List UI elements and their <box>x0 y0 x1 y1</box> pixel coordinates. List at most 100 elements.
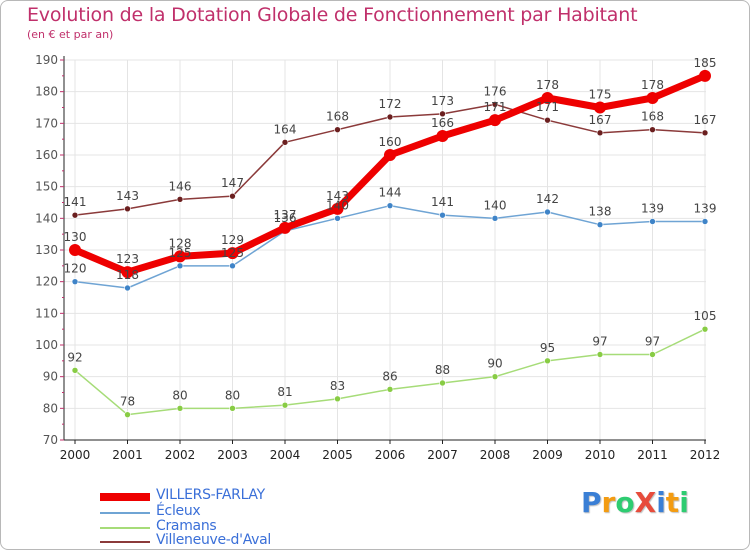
data-label-cramans-2010: 97 <box>592 335 607 349</box>
point--cleux-2012 <box>701 218 709 225</box>
data-label-villeneuve-d-aval-2000: 141 <box>64 195 87 209</box>
point-villeneuve-d-aval-2006 <box>386 113 394 121</box>
proxiti-logo: ProXiti <box>581 486 689 519</box>
point--cleux-2008 <box>491 215 499 222</box>
data-label--cleux-2011: 139 <box>641 202 664 216</box>
point-cramans-2009 <box>544 357 551 365</box>
point-cramans-2007 <box>439 379 446 387</box>
point-villeneuve-d-aval-2005 <box>334 126 341 133</box>
x-tick-label-2004: 2004 <box>270 448 301 462</box>
data-label--cleux-2002: 125 <box>169 246 192 260</box>
point-cramans-2012 <box>701 325 709 333</box>
point-cramans-2006 <box>386 386 394 393</box>
data-label--cleux-2001: 118 <box>116 268 139 282</box>
point-villeneuve-d-aval-2001 <box>124 205 131 213</box>
point-villers-farlay-2008 <box>489 114 501 127</box>
data-label-cramans-2009: 95 <box>540 341 555 355</box>
data-label-villeneuve-d-aval-2001: 143 <box>116 189 139 203</box>
data-label-villers-farlay-2000: 130 <box>64 230 87 244</box>
legend-label-villers-farlay: VILLERS-FARLAY <box>156 487 265 503</box>
point--cleux-2002 <box>176 262 184 270</box>
data-label-villers-farlay-2003: 129 <box>221 233 244 247</box>
point-villers-farlay-2003 <box>226 247 239 260</box>
point--cleux-2006 <box>386 202 394 209</box>
point-villeneuve-d-aval-2007 <box>439 110 446 118</box>
data-label-cramans-2006: 86 <box>382 369 397 383</box>
point-villers-farlay-2007 <box>436 130 449 142</box>
y-tick-label-170: 170 <box>35 116 58 130</box>
data-label--cleux-2007: 141 <box>431 195 454 209</box>
data-label-villeneuve-d-aval-2007: 173 <box>431 94 454 108</box>
point-villeneuve-d-aval-2000 <box>71 211 79 219</box>
point-cramans-2004 <box>281 401 289 409</box>
x-tick-label-2001: 2001 <box>112 448 143 462</box>
logo-letter: i <box>679 486 689 519</box>
point-villers-farlay-2000 <box>69 244 81 256</box>
point-villeneuve-d-aval-2009 <box>544 116 551 124</box>
legend-label-cramans: Cramans <box>156 518 217 534</box>
point--cleux-2000 <box>71 278 79 285</box>
point-cramans-2005 <box>334 395 341 403</box>
point-villeneuve-d-aval-2010 <box>596 129 604 137</box>
legend-swatch-villers-farlay <box>100 493 150 501</box>
data-label--cleux-2009: 142 <box>536 192 559 206</box>
data-label-villeneuve-d-aval-2010: 167 <box>589 113 612 127</box>
point-cramans-2003 <box>229 405 236 412</box>
data-label-villeneuve-d-aval-2005: 168 <box>326 110 349 124</box>
data-label--cleux-2006: 144 <box>379 186 402 200</box>
data-label-cramans-2003: 80 <box>225 388 240 402</box>
y-tick-label-110: 110 <box>35 306 58 320</box>
legend-swatch-villeneuve-d-aval <box>100 541 150 543</box>
logo-letter: r <box>601 486 616 519</box>
point-villeneuve-d-aval-2012 <box>701 129 709 137</box>
data-label-villers-farlay-2008: 171 <box>484 100 507 114</box>
y-tick-label-140: 140 <box>35 211 58 225</box>
data-label-villers-farlay-2002: 128 <box>169 236 192 250</box>
x-tick-label-2000: 2000 <box>60 448 91 462</box>
y-tick-label-150: 150 <box>35 180 58 194</box>
point--cleux-2005 <box>334 215 341 222</box>
point-villers-farlay-2004 <box>279 221 291 234</box>
data-label-villers-farlay-2012: 185 <box>694 56 717 70</box>
y-tick-label-80: 80 <box>43 401 58 415</box>
data-label-villeneuve-d-aval-2011: 168 <box>641 110 664 124</box>
data-label-cramans-2000: 92 <box>67 350 82 364</box>
x-tick-label-2005: 2005 <box>322 448 353 462</box>
y-tick-label-70: 70 <box>43 433 58 447</box>
point--cleux-2003 <box>229 262 236 270</box>
point--cleux-2010 <box>596 221 604 228</box>
point-villers-farlay-2012 <box>699 69 711 82</box>
point-cramans-2011 <box>649 351 656 358</box>
point-cramans-2008 <box>491 373 499 380</box>
legend-label-villeneuve-d-aval: Villeneuve-d'Aval <box>156 532 272 548</box>
data-label-villers-farlay-2005: 143 <box>326 189 349 203</box>
x-tick-label-2010: 2010 <box>585 448 616 462</box>
y-tick-label-120: 120 <box>35 275 58 289</box>
y-tick-label-100: 100 <box>35 338 58 352</box>
data-label-cramans-2008: 90 <box>487 357 502 371</box>
point-villeneuve-d-aval-2003 <box>229 192 236 200</box>
point--cleux-2009 <box>544 208 551 216</box>
data-label-villers-farlay-2009: 178 <box>536 78 559 92</box>
y-tick-label-180: 180 <box>35 85 58 99</box>
point-cramans-2010 <box>596 351 604 358</box>
data-label-villeneuve-d-aval-2009: 171 <box>536 100 559 114</box>
point-villers-farlay-2006 <box>384 149 396 161</box>
data-label-villers-farlay-2006: 160 <box>379 135 402 149</box>
point-villers-farlay-2002 <box>174 250 186 263</box>
point-cramans-2001 <box>124 411 131 418</box>
data-label-cramans-2005: 83 <box>330 379 345 393</box>
data-label--cleux-2008: 140 <box>484 198 507 212</box>
data-label--cleux-2010: 138 <box>589 205 612 219</box>
data-label-villers-farlay-2011: 178 <box>641 78 664 92</box>
point-villers-farlay-2010 <box>594 101 606 114</box>
y-tick-label-130: 130 <box>35 243 58 257</box>
data-label-cramans-2004: 81 <box>277 385 292 399</box>
data-label-cramans-2011: 97 <box>645 335 660 349</box>
data-label-villers-farlay-2004: 137 <box>274 208 297 222</box>
chart-title: Evolution de la Dotation Globale de Fonc… <box>27 4 638 26</box>
point-villeneuve-d-aval-2004 <box>281 139 289 146</box>
point-cramans-2002 <box>176 405 184 412</box>
point--cleux-2011 <box>649 218 656 225</box>
